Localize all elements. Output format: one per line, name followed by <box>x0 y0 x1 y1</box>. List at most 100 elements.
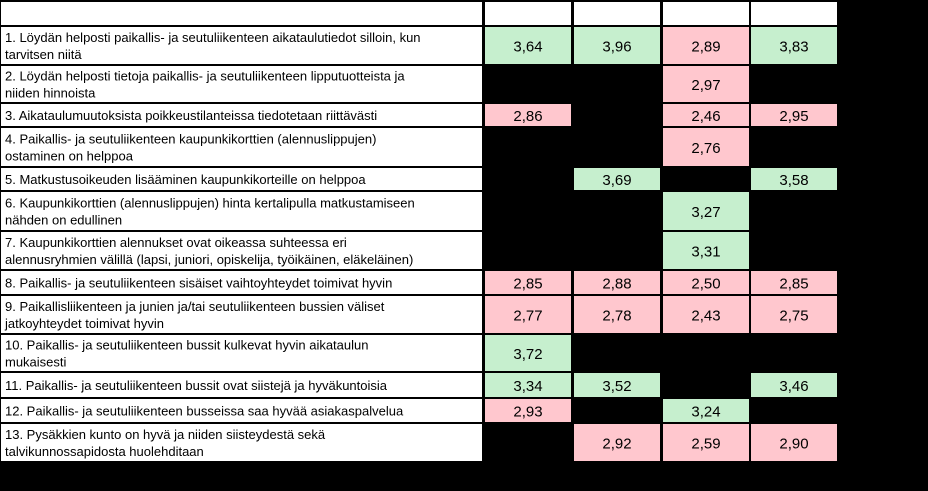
row-label-text: 8. Paikallis- ja seutuliikenteen sisäise… <box>5 276 392 291</box>
table-row: 7. Kaupunkikorttien alennukset ovat oike… <box>1 232 749 269</box>
header-row <box>1 2 837 25</box>
row-label-cell <box>1 399 482 422</box>
row-label-cell <box>1 66 482 102</box>
value-label: 3,52 <box>602 378 631 395</box>
value-label: 3,27 <box>691 204 720 221</box>
value-cell <box>663 399 749 422</box>
value-label: 2,77 <box>513 308 542 325</box>
value-cell <box>751 168 837 190</box>
row-label-text: 1. Löydän helposti paikallis- ja seutuli… <box>5 30 421 45</box>
value-label: 2,90 <box>779 436 808 453</box>
row-label-text: alennusryhmien välillä (lapsi, juniori, … <box>5 252 413 267</box>
table-row: 13. Pysäkkien kunto on hyvä ja niiden si… <box>1 424 837 461</box>
row-label-text: 11. Paikallis- ja seutuliikenteen bussit… <box>5 378 388 393</box>
row-label-cell <box>1 168 482 190</box>
row-label-text: tarvitsen niitä <box>5 47 82 62</box>
row-label-text: 2. Löydän helposti tietoja paikallis- ja… <box>5 69 405 84</box>
row-label-cell <box>1 424 482 461</box>
value-cell <box>663 232 749 269</box>
table-row: 11. Paikallis- ja seutuliikenteen bussit… <box>1 373 837 397</box>
value-cell <box>663 192 749 230</box>
value-cell <box>574 27 660 64</box>
table-row: 2. Löydän helposti tietoja paikallis- ja… <box>1 66 749 102</box>
data-rows: 1. Löydän helposti paikallis- ja seutuli… <box>1 27 837 461</box>
table-row: 5. Matkustusoikeuden lisääminen kaupunki… <box>1 168 837 190</box>
value-cell <box>485 335 571 371</box>
row-label-text: 9. Paikallisliikenteen ja junien ja/tai … <box>5 299 385 314</box>
value-cell <box>663 296 749 333</box>
value-cell <box>485 373 571 397</box>
table-row: 4. Paikallis- ja seutuliikenteen kaupunk… <box>1 128 749 166</box>
table-row: 6. Kaupunkikorttien (alennuslippujen) hi… <box>1 192 749 230</box>
value-cell <box>751 271 837 294</box>
row-label-text: mukaisesti <box>5 355 67 370</box>
value-cell <box>485 104 571 126</box>
value-cell <box>663 104 749 126</box>
value-label: 2,75 <box>779 308 808 325</box>
value-label: 2,78 <box>602 308 631 325</box>
table-row: 10. Paikallis- ja seutuliikenteen bussit… <box>1 335 571 371</box>
row-label-cell <box>1 373 482 397</box>
value-cell <box>663 66 749 102</box>
table-row: 3. Aikataulumuutoksista poikkeustilantei… <box>1 104 837 126</box>
value-label: 2,43 <box>691 308 720 325</box>
row-label-cell <box>1 271 482 294</box>
row-label-cell <box>1 104 482 126</box>
row-label-cell <box>1 128 482 166</box>
value-label: 2,85 <box>513 276 542 293</box>
row-label-text: 7. Kaupunkikorttien alennukset ovat oike… <box>5 235 347 250</box>
value-cell <box>751 373 837 397</box>
header-cell-3 <box>663 2 749 25</box>
row-label-text: 10. Paikallis- ja seutuliikenteen bussit… <box>5 338 368 353</box>
table-row: 12. Paikallis- ja seutuliikenteen bussei… <box>1 399 749 422</box>
row-label-cell <box>1 192 482 230</box>
value-cell <box>485 399 571 422</box>
row-label-cell <box>1 232 482 269</box>
row-label-text: 4. Paikallis- ja seutuliikenteen kaupunk… <box>5 132 376 147</box>
value-label: 2,85 <box>779 276 808 293</box>
row-label-text: 12. Paikallis- ja seutuliikenteen bussei… <box>5 404 404 419</box>
value-label: 3,24 <box>691 404 720 421</box>
value-label: 2,46 <box>691 108 720 125</box>
header-cell-1 <box>485 2 571 25</box>
value-label: 2,86 <box>513 108 542 125</box>
value-cell <box>574 373 660 397</box>
value-cell <box>574 271 660 294</box>
value-label: 3,64 <box>513 39 542 56</box>
value-label: 2,88 <box>602 276 631 293</box>
value-label: 3,83 <box>779 39 808 56</box>
value-cell <box>751 424 837 461</box>
value-cell <box>751 27 837 64</box>
value-cell <box>663 424 749 461</box>
value-cell <box>574 168 660 190</box>
table-row: 9. Paikallisliikenteen ja junien ja/tai … <box>1 296 837 333</box>
row-label-text: 13. Pysäkkien kunto on hyvä ja niiden si… <box>5 427 326 442</box>
value-label: 2,50 <box>691 276 720 293</box>
value-label: 2,59 <box>691 436 720 453</box>
value-cell <box>663 128 749 166</box>
row-label-cell <box>1 335 482 371</box>
value-cell <box>751 104 837 126</box>
header-cell-2 <box>574 2 660 25</box>
row-label-text: 6. Kaupunkikorttien (alennuslippujen) hi… <box>5 196 415 211</box>
value-label: 2,93 <box>513 404 542 421</box>
row-label-text: nähden on edullinen <box>5 213 122 228</box>
header-label-cell <box>1 2 482 25</box>
value-label: 2,97 <box>691 77 720 94</box>
value-label: 2,92 <box>602 436 631 453</box>
row-label-text: ostaminen on helppoa <box>5 149 134 164</box>
value-cell <box>751 296 837 333</box>
value-label: 3,69 <box>602 172 631 189</box>
value-cell <box>663 271 749 294</box>
row-label-text: niiden hinnoista <box>5 86 96 101</box>
value-label: 3,34 <box>513 378 542 395</box>
value-cell <box>574 296 660 333</box>
table-row: 1. Löydän helposti paikallis- ja seutuli… <box>1 27 837 64</box>
value-label: 3,31 <box>691 244 720 261</box>
row-label-text: 3. Aikataulumuutoksista poikkeustilantei… <box>5 108 377 123</box>
value-cell <box>485 271 571 294</box>
value-cell <box>485 296 571 333</box>
row-label-text: jatkoyhteydet toimivat hyvin <box>4 316 164 331</box>
value-label: 3,96 <box>602 39 631 56</box>
